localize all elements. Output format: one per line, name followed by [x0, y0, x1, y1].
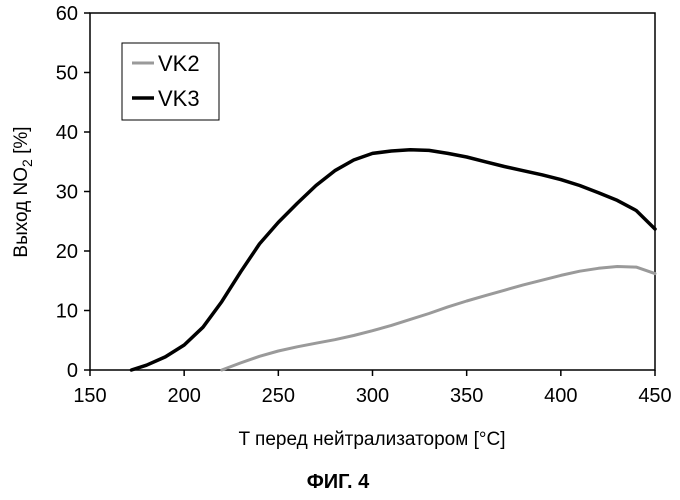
x-tick-label: 450 — [638, 385, 671, 407]
y-tick-label: 0 — [67, 360, 78, 382]
y-tick-label: 40 — [56, 122, 78, 144]
x-tick-label: 400 — [544, 385, 577, 407]
figure-caption: ФИГ. 4 — [307, 471, 370, 493]
x-tick-label: 150 — [73, 385, 106, 407]
y-tick-label: 10 — [56, 301, 78, 323]
y-axis-title: Выход NO2 [%] — [11, 126, 35, 257]
y-tick-label: 20 — [56, 241, 78, 263]
series-layer — [131, 150, 655, 370]
y-tick-label: 50 — [56, 63, 78, 85]
legend-label-vk3: VK3 — [158, 86, 200, 111]
y-axis-title-main: Выход NO — [11, 167, 32, 258]
x-tick-label: 250 — [262, 385, 295, 407]
y-tick-label: 60 — [56, 3, 78, 25]
y-axis-title-sub: 2 — [19, 159, 35, 167]
y-axis-ticks: 0 10 20 30 40 50 60 — [56, 3, 90, 382]
x-axis-title: T перед нейтрализатором [°C] — [239, 429, 506, 450]
legend: VK2 VK3 — [122, 43, 219, 120]
y-tick-label: 30 — [56, 182, 78, 204]
series-line-vk3 — [131, 150, 655, 370]
x-axis-ticks: 150 200 250 300 350 400 450 — [73, 370, 671, 407]
x-tick-label: 200 — [167, 385, 200, 407]
legend-label-vk2: VK2 — [158, 51, 200, 76]
x-tick-label: 350 — [450, 385, 483, 407]
x-tick-label: 300 — [356, 385, 389, 407]
series-line-vk2 — [222, 267, 655, 371]
y-axis-title-suffix: [%] — [11, 126, 32, 159]
